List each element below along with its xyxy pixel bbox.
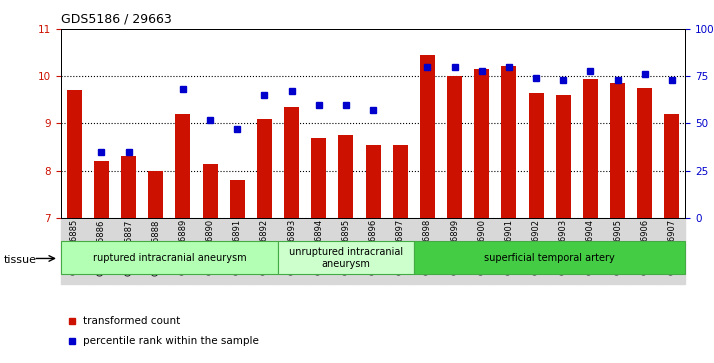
Bar [496, 218, 523, 284]
Bar [366, 144, 381, 218]
Bar [94, 161, 109, 218]
Bar [149, 171, 164, 218]
Text: unruptured intracranial
aneurysm: unruptured intracranial aneurysm [289, 247, 403, 269]
Bar [414, 218, 441, 284]
Bar [610, 83, 625, 218]
Bar [658, 218, 685, 284]
Bar [420, 54, 435, 218]
Bar [583, 79, 598, 218]
Bar [67, 90, 81, 218]
Bar [359, 218, 387, 284]
Bar [278, 241, 414, 274]
Bar [577, 218, 604, 284]
Bar [88, 218, 115, 284]
Bar [393, 144, 408, 218]
Text: transformed count: transformed count [83, 316, 180, 326]
Bar [414, 241, 685, 274]
Bar [637, 88, 652, 218]
Bar [550, 218, 577, 284]
Bar [121, 156, 136, 218]
Bar [631, 218, 658, 284]
Text: tissue: tissue [4, 254, 36, 265]
Bar [142, 218, 169, 284]
Bar [169, 218, 196, 284]
Text: ruptured intracranial aneurysm: ruptured intracranial aneurysm [93, 253, 246, 263]
Bar [447, 76, 462, 218]
Bar [501, 66, 516, 218]
Bar [251, 218, 278, 284]
Bar [523, 218, 550, 284]
Bar [441, 218, 468, 284]
Text: percentile rank within the sample: percentile rank within the sample [83, 336, 258, 346]
Bar [176, 114, 191, 218]
Bar [468, 218, 496, 284]
Bar [61, 241, 278, 274]
Bar [387, 218, 414, 284]
Bar [230, 180, 245, 218]
Bar [665, 114, 679, 218]
Bar [115, 218, 142, 284]
Bar [203, 163, 218, 218]
Bar [474, 69, 489, 218]
Bar [61, 218, 88, 284]
Bar [257, 119, 272, 218]
Bar [311, 138, 326, 218]
Bar [555, 95, 570, 218]
Text: GDS5186 / 29663: GDS5186 / 29663 [61, 13, 171, 26]
Bar [278, 218, 305, 284]
Bar [284, 107, 299, 218]
Text: superficial temporal artery: superficial temporal artery [484, 253, 615, 263]
Bar [332, 218, 359, 284]
Bar [305, 218, 332, 284]
Bar [196, 218, 223, 284]
Bar [604, 218, 631, 284]
Bar [528, 93, 543, 218]
Bar [223, 218, 251, 284]
Bar [338, 135, 353, 218]
